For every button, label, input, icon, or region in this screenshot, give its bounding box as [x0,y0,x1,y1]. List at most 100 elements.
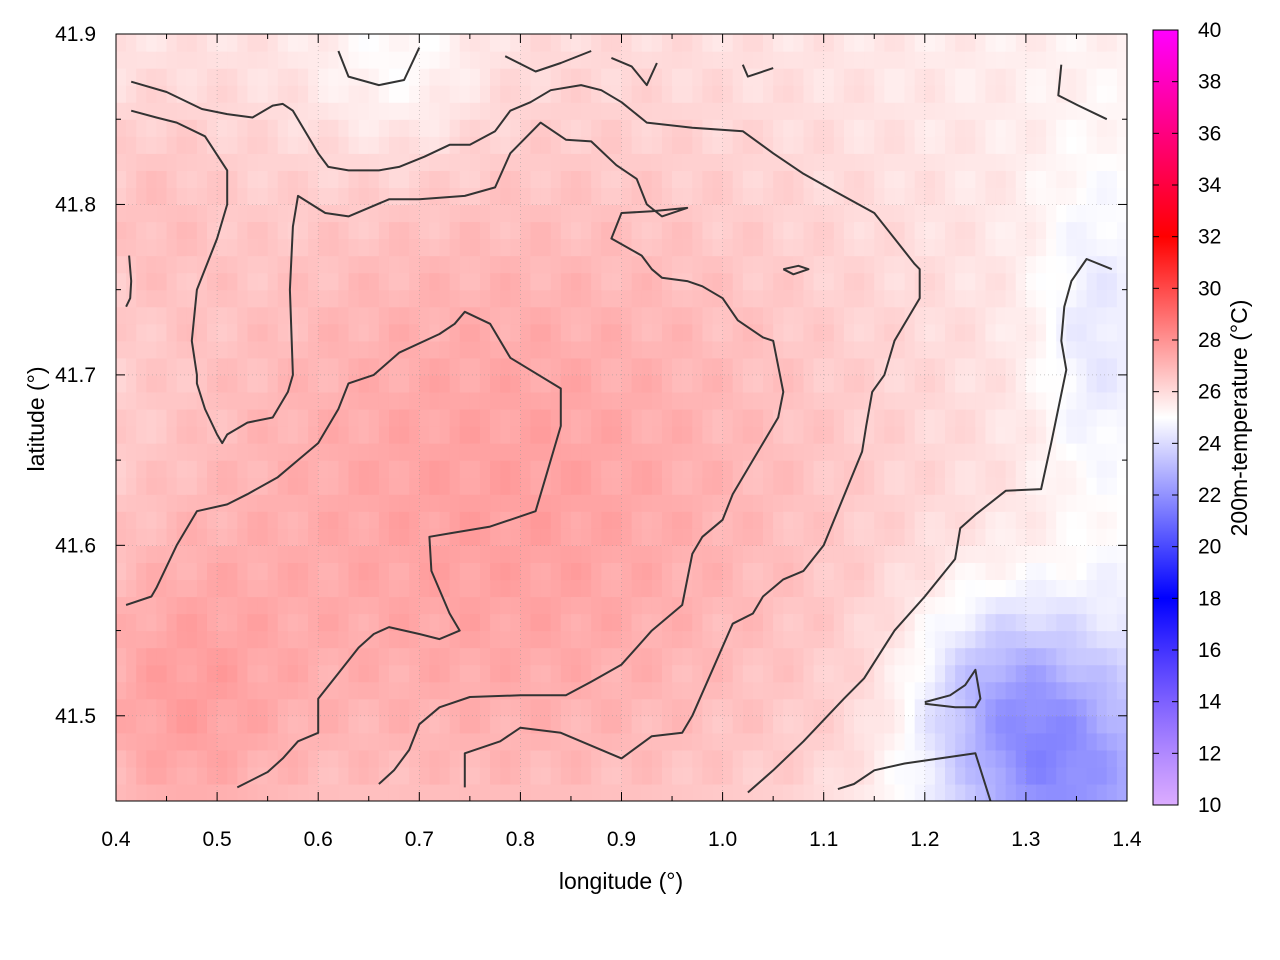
heatmap-cell [793,34,805,52]
heatmap-cell [742,579,754,598]
heatmap-cell [864,630,875,649]
heatmap-cell [469,340,481,359]
heatmap-cell [1056,85,1067,103]
heatmap-cell [469,766,481,785]
heatmap-cell [1036,494,1047,512]
heatmap-cell [945,68,956,86]
heatmap-cell [672,579,683,598]
heatmap-cell [763,34,774,52]
heatmap-cell [702,85,714,103]
heatmap-cell [388,68,400,86]
heatmap-cell [752,102,764,120]
heatmap-cell [399,596,410,615]
heatmap-cell [945,545,956,563]
heatmap-cell [661,34,673,52]
heatmap-cell [297,136,309,154]
heatmap-cell [752,323,764,342]
heatmap-cell [692,749,703,768]
heatmap-cell [186,374,198,393]
heatmap-cell [459,153,471,171]
heatmap-cell [166,340,178,359]
heatmap-cell [763,630,774,649]
heatmap-cell [166,494,178,512]
heatmap-cell [277,374,289,393]
heatmap-cell [500,630,511,649]
heatmap-cell [237,528,249,546]
heatmap-cell [510,119,521,137]
heatmap-cell [550,34,562,52]
heatmap-cell [1056,528,1067,546]
heatmap-cell [965,545,976,563]
heatmap-cell [712,204,724,223]
heatmap-cell [702,255,714,274]
heatmap-cell [560,494,572,512]
heatmap-cell [358,119,370,137]
heatmap-cell [661,664,673,683]
heatmap-cell [439,579,451,598]
heatmap-cell [985,102,997,120]
heatmap-cell [399,715,410,734]
heatmap-cell [631,443,643,461]
heatmap-cell [227,255,238,274]
heatmap-cell [328,34,340,52]
heatmap-cell [854,528,865,546]
heatmap-cell [469,51,481,69]
heatmap-cell [1116,681,1127,700]
heatmap-cell [469,477,481,495]
heatmap-cell [186,664,198,683]
heatmap-cell [439,391,451,410]
heatmap-cell [136,85,147,103]
heatmap-cell [469,187,481,206]
heatmap-cell [308,187,319,206]
heatmap-cell [318,477,329,495]
heatmap-cell [479,528,491,546]
heatmap-cell [459,204,471,223]
heatmap-cell [763,528,774,546]
heatmap-cell [136,698,147,717]
heatmap-cell [914,545,926,563]
heatmap-cell [126,698,137,717]
heatmap-cell [793,68,805,86]
heatmap-cell [965,749,976,768]
heatmap-cell [611,443,623,461]
heatmap-cell [459,34,471,52]
heatmap-cell [1005,681,1017,700]
heatmap-cell [186,545,198,563]
heatmap-cell [328,766,340,785]
heatmap-cell [237,340,249,359]
heatmap-cell [196,136,208,154]
heatmap-cell [399,494,410,512]
heatmap-cell [752,408,764,427]
heatmap-cell [348,238,360,257]
heatmap-cell [409,102,420,120]
heatmap-cell [297,630,309,649]
heatmap-cell [257,340,269,359]
heatmap-cell [469,613,481,632]
heatmap-cell [611,681,623,700]
heatmap-cell [682,153,693,171]
heatmap-cell [864,766,875,785]
heatmap-cell [570,340,582,359]
heatmap-cell [722,630,734,649]
heatmap-cell [540,511,552,529]
heatmap-cell [469,460,481,478]
heatmap-cell [682,613,693,632]
heatmap-cell [712,511,724,529]
heatmap-cell [419,596,431,615]
heatmap-cell [146,511,158,529]
heatmap-cell [1015,238,1027,257]
heatmap-cell [732,85,744,103]
heatmap-cell [581,783,592,801]
heatmap-cell [429,528,441,546]
heatmap-cell [752,749,764,768]
heatmap-cell [1046,289,1057,308]
heatmap-cell [348,51,360,69]
heatmap-cell [469,238,481,257]
heatmap-cell [459,408,471,427]
heatmap-cell [1066,443,1078,461]
heatmap-cell [388,289,400,308]
heatmap-cell [631,153,643,171]
heatmap-cell [763,170,774,188]
heatmap-cell [500,323,511,342]
heatmap-cell [459,119,471,137]
